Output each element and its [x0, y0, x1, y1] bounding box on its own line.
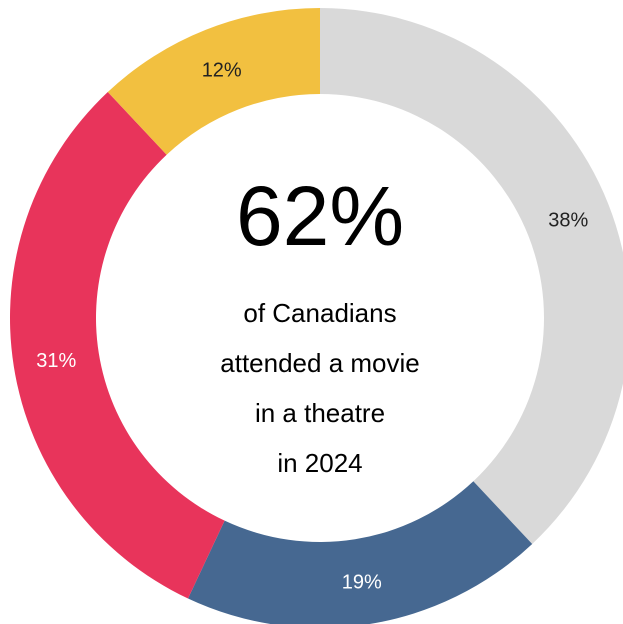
center-line-4: in 2024 — [277, 448, 362, 478]
center-line-1: of Canadians — [243, 298, 396, 328]
slice-label-2: 19% — [342, 572, 382, 594]
donut-slice-1 — [320, 8, 623, 544]
center-text: 62% of Canadians attended a movie in a t… — [220, 169, 419, 478]
donut-slice-4 — [107, 7, 320, 155]
donut-slice-3 — [9, 92, 225, 599]
slice-label-3: 31% — [36, 350, 76, 372]
slice-label-1: 38% — [548, 210, 588, 232]
center-line-3: in a theatre — [255, 398, 385, 428]
donut-slice-2 — [188, 481, 533, 624]
center-line-2: attended a movie — [220, 348, 419, 378]
donut-slices — [9, 7, 623, 624]
center-value: 62% — [236, 169, 404, 263]
slice-label-4: 12% — [202, 60, 242, 82]
slice-labels: 38% 19% 31% 12% — [36, 60, 588, 594]
